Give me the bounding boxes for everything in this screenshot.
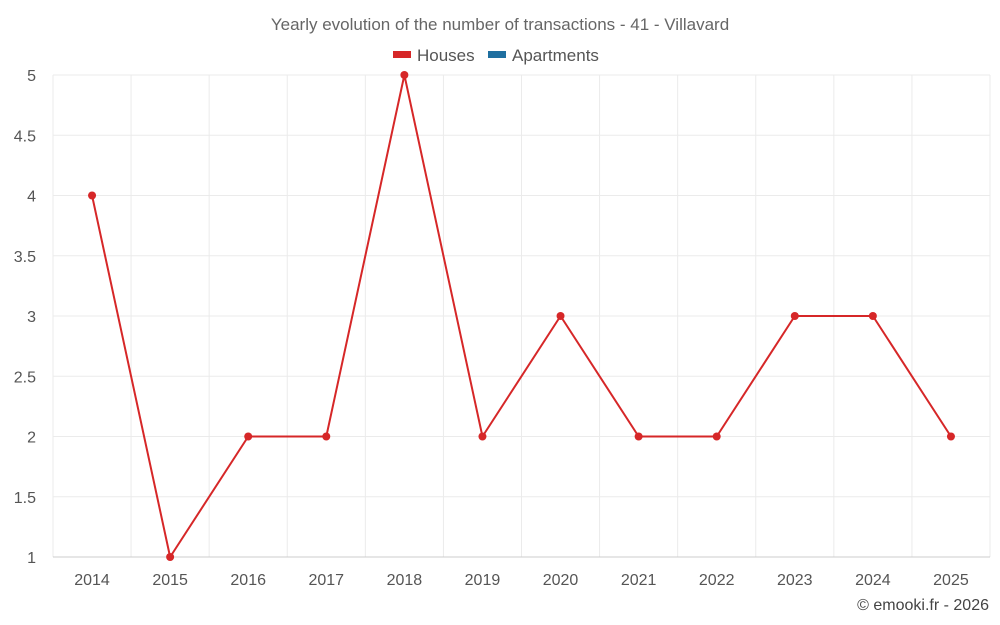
y-tick-label: 4.5 xyxy=(14,128,36,145)
x-tick-label: 2014 xyxy=(74,572,110,589)
x-axis-ticks: 2014 2015 2016 2017 2018 2019 2020 2021 2022 2023… xyxy=(74,572,969,589)
x-tick-label: 2024 xyxy=(855,572,891,589)
x-tick-label: 2020 xyxy=(543,572,579,589)
credit-text: © emooki.fr - 2026 xyxy=(857,597,989,614)
data-point-houses-2024[interactable] xyxy=(868,312,877,320)
x-tick-label: 2022 xyxy=(699,572,735,589)
series-line-houses xyxy=(91,74,952,558)
legend-item-houses[interactable]: Houses xyxy=(393,46,475,65)
chart-title: Yearly evolution of the number of transa… xyxy=(271,15,729,34)
legend: Houses Apartments xyxy=(393,46,599,65)
legend-label-apartments: Apartments xyxy=(512,46,599,65)
data-point-houses-2023[interactable] xyxy=(790,312,799,320)
series-houses xyxy=(88,71,955,561)
data-point-houses-2018[interactable] xyxy=(400,71,409,79)
y-tick-label: 2.5 xyxy=(14,369,36,386)
legend-item-apartments[interactable]: Apartments xyxy=(488,46,599,65)
data-point-houses-2022[interactable] xyxy=(712,432,721,441)
legend-swatch-houses xyxy=(393,51,411,58)
y-tick-label: 1 xyxy=(27,550,36,567)
legend-label-houses: Houses xyxy=(417,46,475,65)
y-tick-label: 2 xyxy=(27,430,36,447)
grid xyxy=(52,74,991,557)
x-tick-label: 2018 xyxy=(387,572,423,589)
x-tick-label: 2015 xyxy=(152,572,188,589)
y-tick-label: 3 xyxy=(27,309,36,326)
data-point-houses-2015[interactable] xyxy=(166,553,175,561)
y-tick-label: 3.5 xyxy=(14,249,36,266)
data-point-houses-2017[interactable] xyxy=(322,432,331,441)
x-tick-label: 2025 xyxy=(933,572,969,589)
x-tick-label: 2021 xyxy=(621,572,657,589)
y-axis-ticks: 1 1.5 2 2.5 3 3.5 4 4.5 5 xyxy=(14,68,36,567)
data-point-houses-2021[interactable] xyxy=(634,432,643,441)
data-point-houses-2019[interactable] xyxy=(478,432,487,441)
legend-swatch-apartments xyxy=(488,51,506,58)
data-point-houses-2014[interactable] xyxy=(88,191,97,200)
x-tick-label: 2019 xyxy=(465,572,501,589)
y-tick-label: 4 xyxy=(27,189,36,206)
x-tick-label: 2023 xyxy=(777,572,813,589)
data-point-houses-2025[interactable] xyxy=(946,432,955,441)
x-tick-label: 2017 xyxy=(308,572,344,589)
data-point-houses-2020[interactable] xyxy=(556,312,565,320)
y-tick-label: 5 xyxy=(27,68,36,85)
y-tick-label: 1.5 xyxy=(14,490,36,507)
x-tick-label: 2016 xyxy=(230,572,266,589)
data-point-houses-2016[interactable] xyxy=(244,432,253,441)
